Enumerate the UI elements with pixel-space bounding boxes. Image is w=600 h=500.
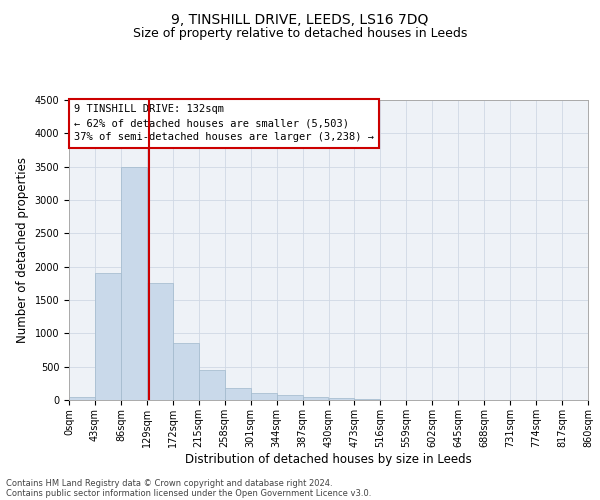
Bar — [147, 284, 173, 400]
X-axis label: Distribution of detached houses by size in Leeds: Distribution of detached houses by size … — [185, 452, 472, 466]
Text: 9, TINSHILL DRIVE, LEEDS, LS16 7DQ: 9, TINSHILL DRIVE, LEEDS, LS16 7DQ — [172, 12, 428, 26]
Bar — [173, 344, 199, 400]
Bar — [95, 274, 121, 400]
Bar — [277, 396, 302, 400]
Bar — [251, 394, 277, 400]
Bar — [69, 396, 95, 400]
Bar — [121, 166, 147, 400]
Text: Contains public sector information licensed under the Open Government Licence v3: Contains public sector information licen… — [6, 488, 371, 498]
Y-axis label: Number of detached properties: Number of detached properties — [16, 157, 29, 343]
Text: Contains HM Land Registry data © Crown copyright and database right 2024.: Contains HM Land Registry data © Crown c… — [6, 478, 332, 488]
Bar — [329, 398, 355, 400]
Bar — [224, 388, 251, 400]
Bar — [199, 370, 224, 400]
Bar — [302, 396, 329, 400]
Text: 9 TINSHILL DRIVE: 132sqm
← 62% of detached houses are smaller (5,503)
37% of sem: 9 TINSHILL DRIVE: 132sqm ← 62% of detach… — [74, 104, 374, 142]
Text: Size of property relative to detached houses in Leeds: Size of property relative to detached ho… — [133, 28, 467, 40]
